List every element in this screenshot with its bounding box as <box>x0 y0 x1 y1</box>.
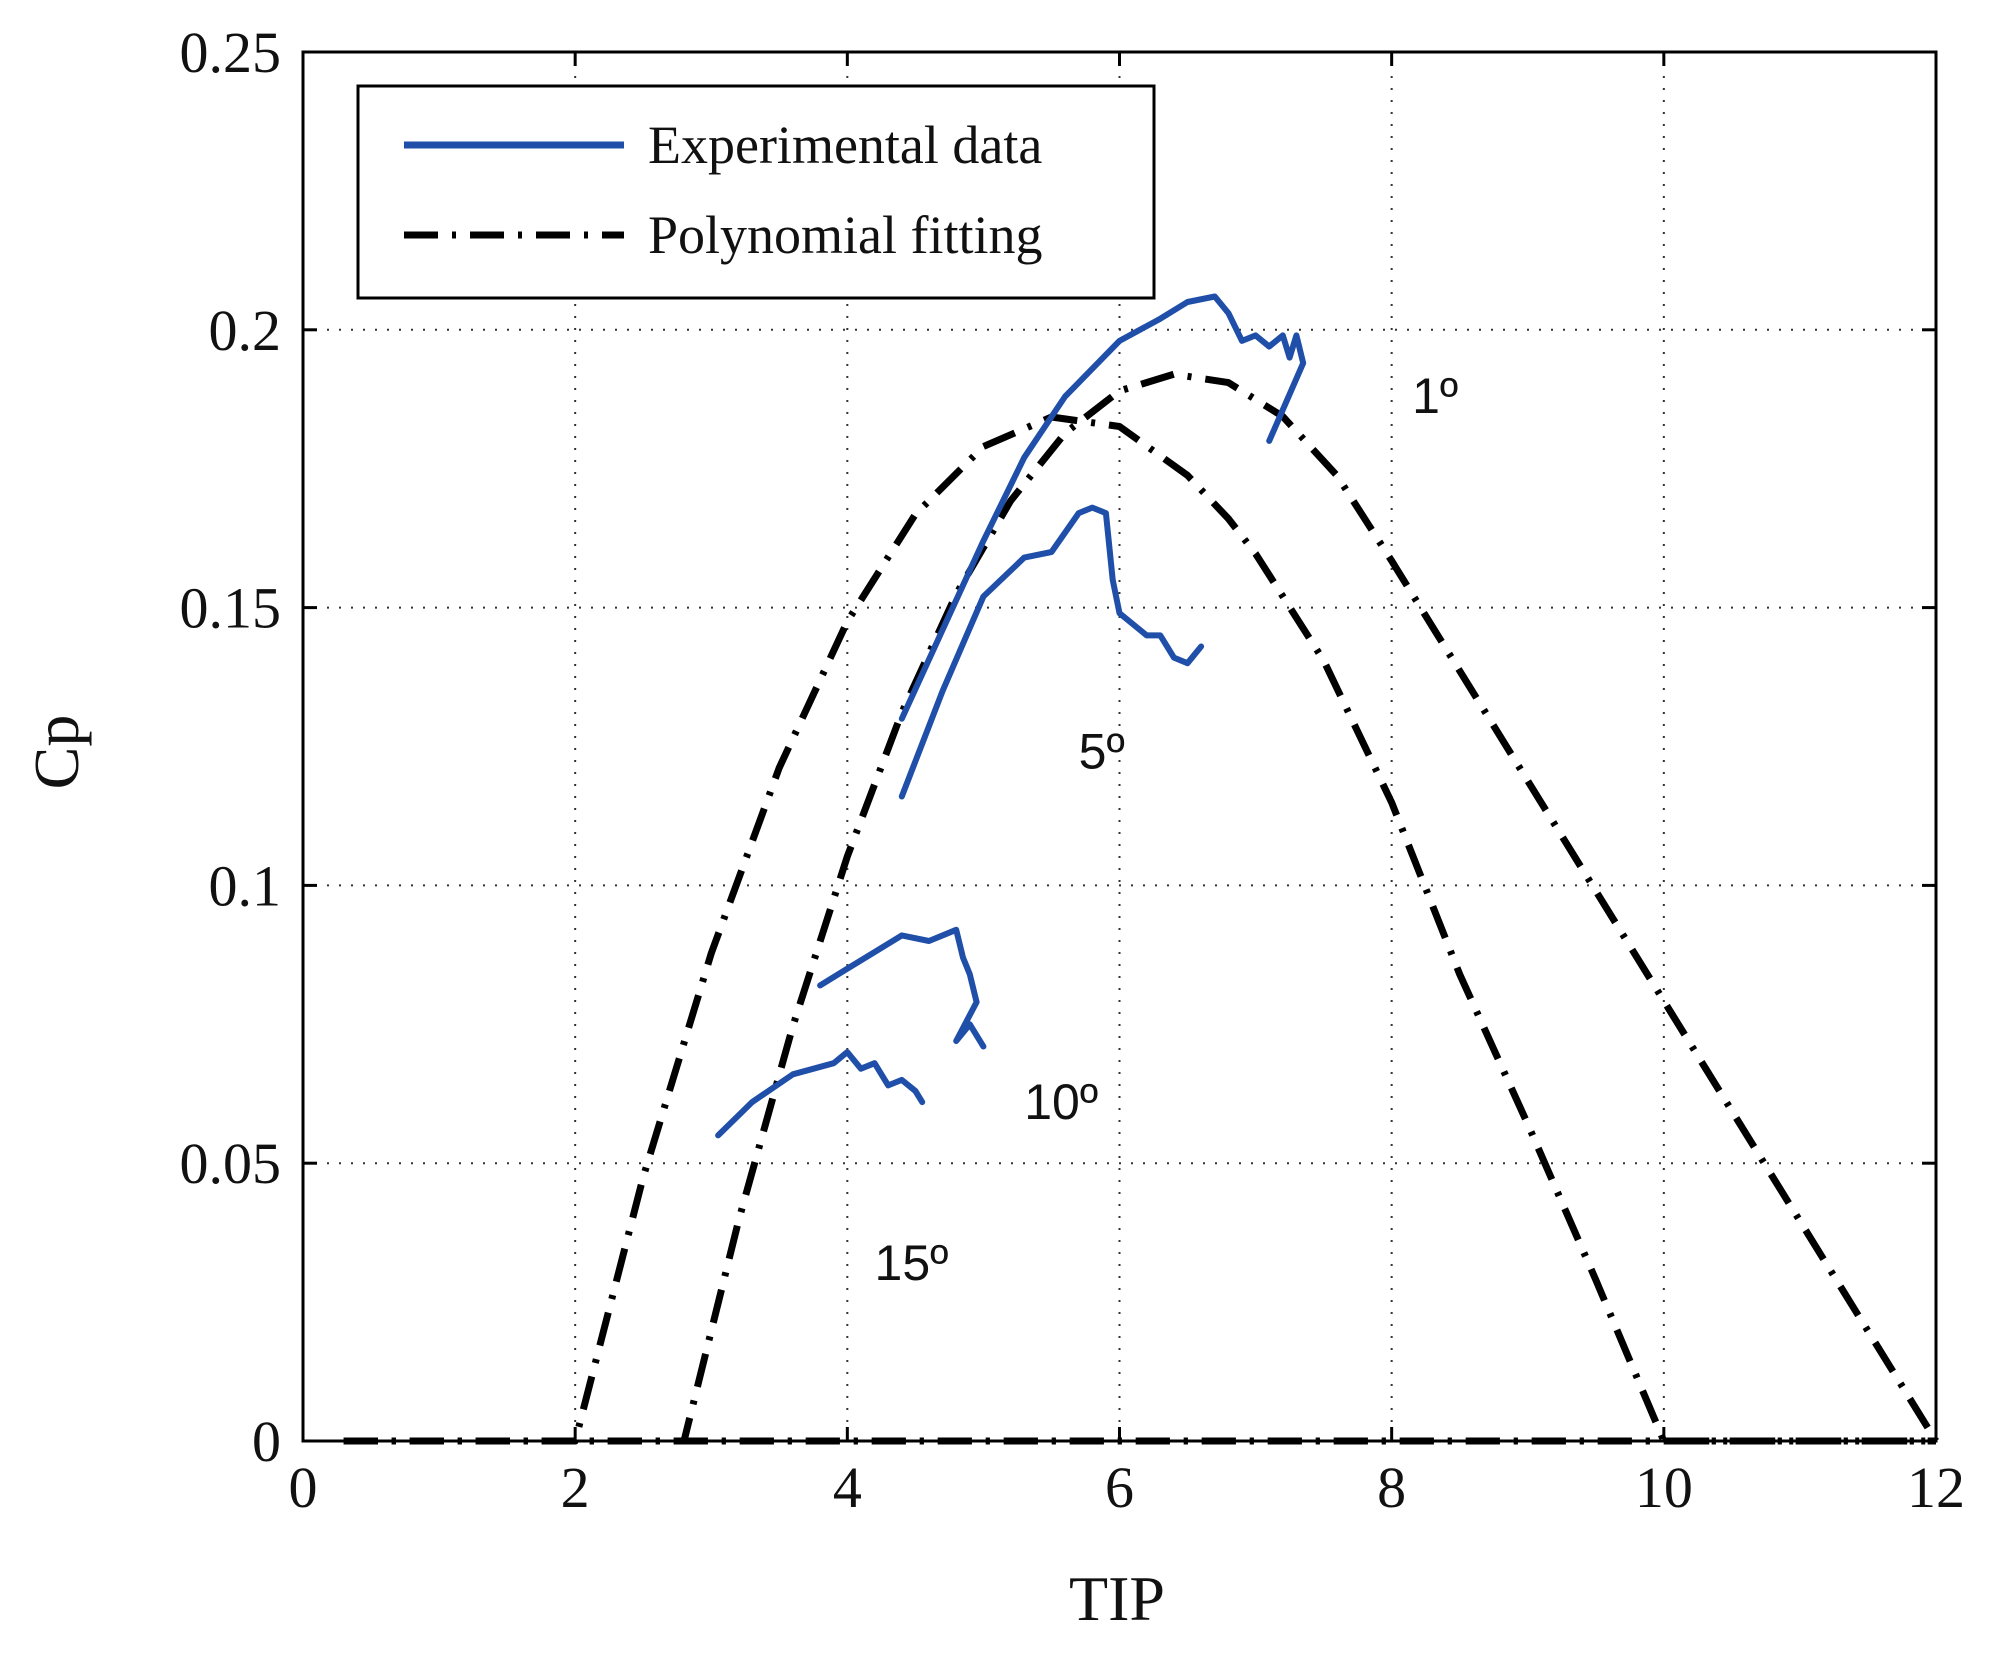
series-line-polynomial-fitting-1 <box>343 413 1936 1445</box>
curve-labels: 1º 5º 10º 15º <box>875 368 1459 1291</box>
x-tick-label: 8 <box>1377 1455 1406 1520</box>
curve-label-polynomial-fitting-1: 1º <box>1412 368 1458 424</box>
ticks: 0 2 4 6 8 10 12 0 0.05 0.1 0.15 0.2 0.25 <box>180 20 1966 1520</box>
x-tick-label: 10 <box>1635 1455 1693 1520</box>
legend-label-experimental: Experimental data <box>648 115 1042 175</box>
curve-label-polynomial-fitting-15: 15º <box>875 1235 949 1291</box>
x-axis-title: TIP <box>1069 1563 1165 1634</box>
x-tick-label: 4 <box>833 1455 862 1520</box>
series-line-polynomial-fitting-5 <box>343 370 1939 1445</box>
y-tick-label: 0 <box>252 1409 281 1474</box>
curve-label-polynomial-fitting-5: 5º <box>1079 724 1125 780</box>
x-tick-label: 6 <box>1105 1455 1134 1520</box>
y-tick-label: 0.05 <box>180 1131 282 1196</box>
y-tick-label: 0.25 <box>180 20 282 85</box>
x-tick-label: 0 <box>289 1455 318 1520</box>
y-tick-label: 0.15 <box>180 576 282 641</box>
series-line-experimental-data-15 <box>715 1049 926 1139</box>
series-line-experimental-data-5 <box>898 504 1205 800</box>
legend: Experimental data Polynomial fitting <box>356 84 1156 300</box>
series-line-experimental-data-1 <box>898 293 1307 722</box>
legend-label-polynomial: Polynomial fitting <box>648 205 1043 265</box>
x-tick-label: 2 <box>561 1455 590 1520</box>
y-tick-label: 0.1 <box>209 853 282 918</box>
legend-box <box>356 84 1156 300</box>
curve-label-polynomial-fitting-10: 10º <box>1024 1074 1098 1130</box>
x-tick-label: 12 <box>1907 1455 1965 1520</box>
series-line-experimental-data-10 <box>817 926 987 1050</box>
y-axis-title: Cp <box>21 715 92 790</box>
y-tick-label: 0.2 <box>209 298 282 363</box>
